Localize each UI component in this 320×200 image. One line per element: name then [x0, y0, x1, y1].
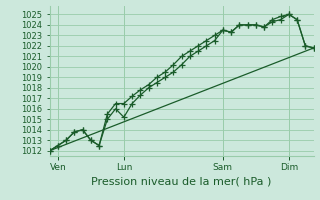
X-axis label: Pression niveau de la mer( hPa ): Pression niveau de la mer( hPa ): [92, 176, 272, 186]
